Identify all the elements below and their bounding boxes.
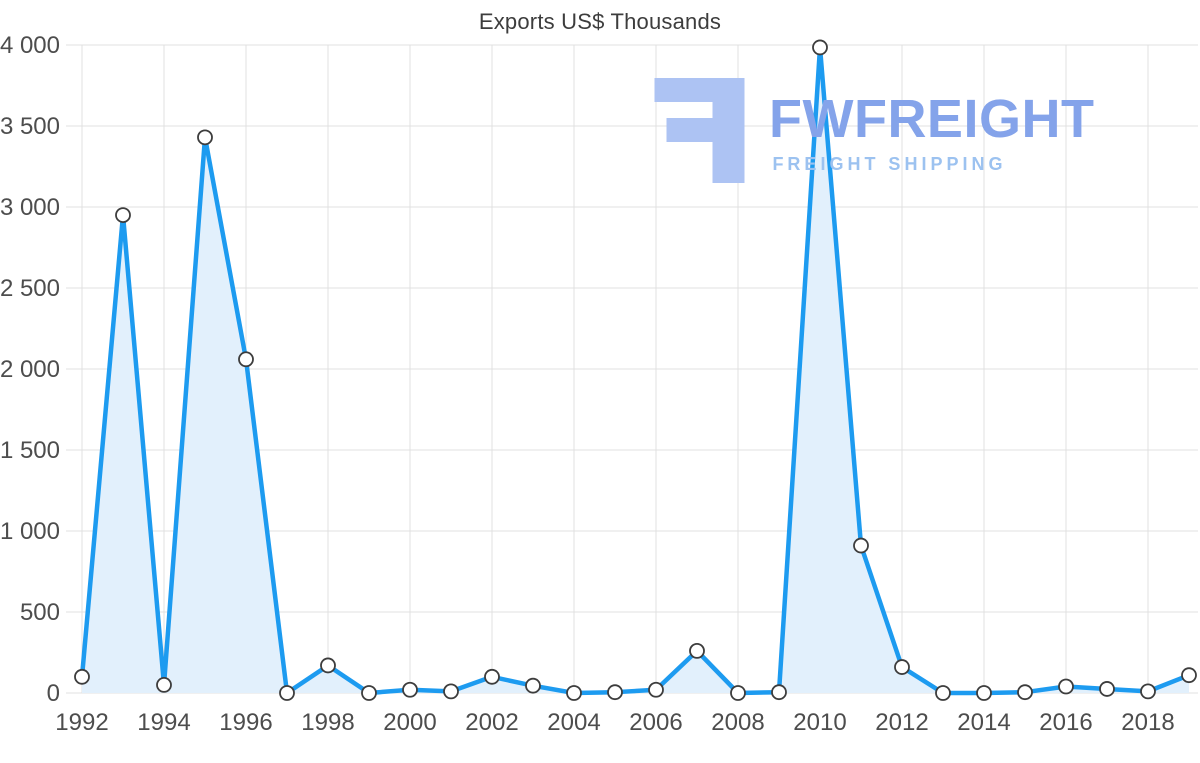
x-axis-tick-label: 2010 bbox=[793, 709, 846, 736]
data-point-marker[interactable] bbox=[812, 39, 828, 56]
data-point-marker[interactable] bbox=[1017, 684, 1033, 701]
data-point-marker[interactable] bbox=[607, 684, 623, 701]
chart-title: Exports US$ Thousands bbox=[478, 9, 722, 34]
data-point-marker[interactable] bbox=[361, 685, 377, 701]
data-point-marker[interactable] bbox=[443, 683, 459, 700]
data-point-marker[interactable] bbox=[74, 668, 90, 685]
x-axis-tick-label: 1996 bbox=[219, 709, 272, 736]
x-axis-tick-label: 1994 bbox=[137, 709, 190, 736]
data-point-marker[interactable] bbox=[525, 677, 541, 694]
data-point-marker[interactable] bbox=[238, 351, 254, 368]
x-axis-tick-label: 1992 bbox=[55, 709, 108, 736]
x-axis-tick-label: 2004 bbox=[547, 709, 600, 736]
y-axis-tick-label: 1 000 bbox=[0, 518, 60, 545]
y-axis-tick-label: 500 bbox=[20, 599, 60, 626]
data-point-marker[interactable] bbox=[1181, 667, 1197, 684]
x-axis-tick-label: 2016 bbox=[1039, 709, 1092, 736]
data-point-marker[interactable] bbox=[320, 657, 336, 674]
data-point-marker[interactable] bbox=[771, 684, 787, 701]
x-axis-tick-label: 2008 bbox=[711, 709, 764, 736]
y-axis-tick-label: 3 500 bbox=[0, 113, 60, 140]
data-point-marker[interactable] bbox=[156, 677, 172, 693]
data-point-marker[interactable] bbox=[853, 537, 869, 554]
data-point-marker[interactable] bbox=[1099, 681, 1115, 697]
x-axis-tick-label: 2014 bbox=[957, 709, 1010, 736]
series-line bbox=[79, 45, 1192, 696]
x-axis-tick-label: 1998 bbox=[301, 709, 354, 736]
y-axis-tick-label: 3 000 bbox=[0, 194, 60, 221]
data-point-marker[interactable] bbox=[484, 668, 500, 685]
data-point-marker[interactable] bbox=[1140, 683, 1156, 700]
x-axis-tick-label: 2012 bbox=[875, 709, 928, 736]
x-axis-tick-label: 2006 bbox=[629, 709, 682, 736]
y-axis-tick-label: 0 bbox=[47, 680, 60, 707]
y-axis-tick-label: 2 000 bbox=[0, 356, 60, 383]
data-point-marker[interactable] bbox=[935, 685, 951, 701]
x-axis-tick-label: 2002 bbox=[465, 709, 518, 736]
data-point-marker[interactable] bbox=[689, 642, 705, 659]
x-axis-tick-label: 2018 bbox=[1121, 709, 1174, 736]
y-axis-tick-label: 1 500 bbox=[0, 437, 60, 464]
data-point-marker[interactable] bbox=[648, 681, 664, 698]
data-point-marker[interactable] bbox=[730, 685, 746, 701]
y-axis-tick-label: 2 500 bbox=[0, 275, 60, 302]
data-point-marker[interactable] bbox=[402, 681, 418, 698]
data-point-marker[interactable] bbox=[894, 659, 910, 675]
data-point-marker[interactable] bbox=[976, 685, 992, 701]
series-area bbox=[82, 47, 1189, 694]
y-axis-tick-label: 4 000 bbox=[0, 32, 60, 59]
data-point-marker[interactable] bbox=[1058, 678, 1074, 695]
data-point-marker[interactable] bbox=[115, 207, 131, 224]
data-point-marker[interactable] bbox=[197, 129, 213, 146]
data-point-marker[interactable] bbox=[279, 685, 295, 701]
data-point-marker[interactable] bbox=[566, 685, 582, 701]
x-axis-tick-label: 2000 bbox=[383, 709, 436, 736]
